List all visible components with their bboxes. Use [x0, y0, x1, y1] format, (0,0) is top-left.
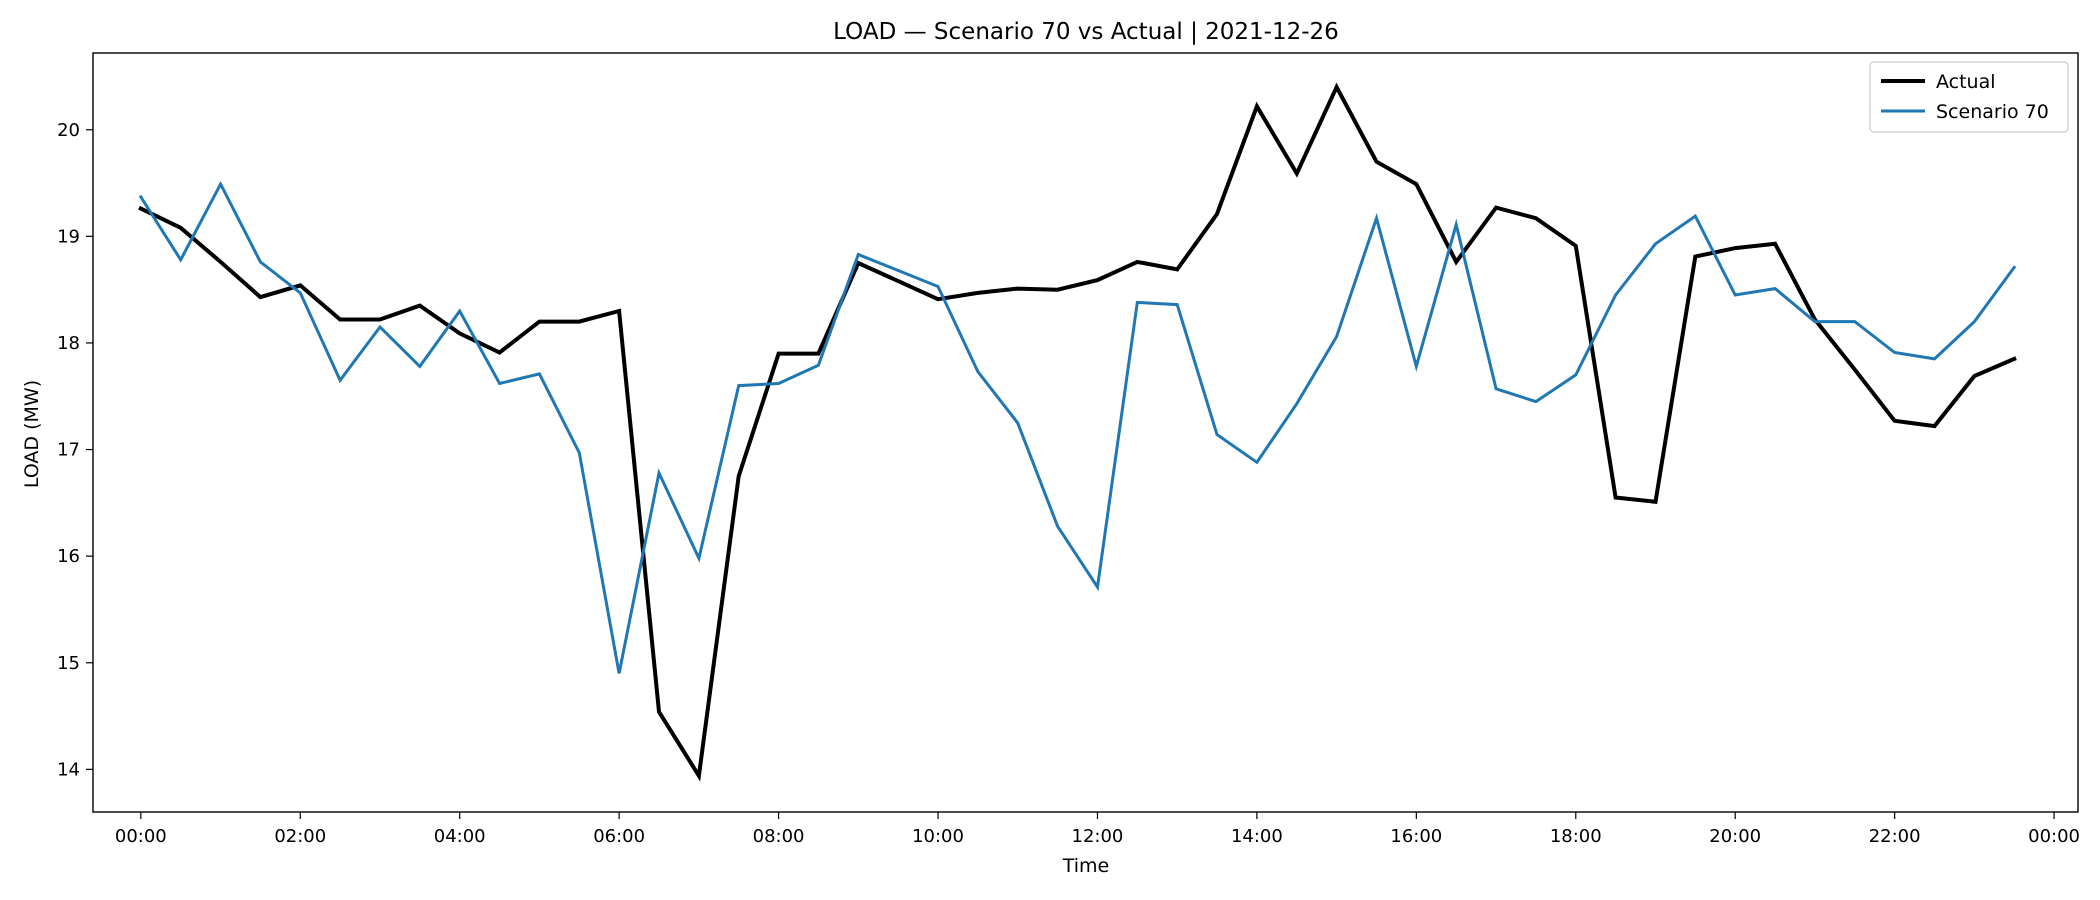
- x-tick-label: 12:00: [1072, 826, 1124, 847]
- legend: Actual Scenario 70: [1869, 61, 2069, 133]
- x-tick-label: 06:00: [593, 826, 645, 847]
- x-tick-label: 00:00: [2028, 826, 2080, 847]
- legend-label-actual: Actual: [1936, 71, 1996, 93]
- x-tick-label: 00:00: [115, 826, 167, 847]
- y-tick-label: 17: [57, 440, 80, 461]
- y-tick-label: 18: [57, 333, 80, 354]
- chart-title: LOAD — Scenario 70 vs Actual | 2021-12-2…: [833, 19, 1339, 45]
- y-tick-label: 14: [57, 759, 80, 780]
- y-axis-title: LOAD (MW): [21, 380, 43, 488]
- x-tick-label: 22:00: [1869, 826, 1921, 847]
- y-tick-label: 20: [57, 120, 80, 141]
- legend-label-scenario: Scenario 70: [1936, 101, 2049, 123]
- x-tick-label: 20:00: [1709, 826, 1761, 847]
- x-tick-label: 14:00: [1231, 826, 1283, 847]
- series-line-scenario-70: [138, 180, 2017, 674]
- series-line-actual: [138, 82, 2017, 782]
- y-tick-label: 19: [57, 226, 80, 247]
- x-tick-label: 16:00: [1390, 826, 1442, 847]
- x-tick-label: 10:00: [912, 826, 964, 847]
- x-tick-label: 02:00: [274, 826, 326, 847]
- y-tick-label: 16: [57, 546, 80, 567]
- plot-frame: [92, 52, 2079, 813]
- x-tick-label: 08:00: [753, 826, 805, 847]
- x-tick-label: 18:00: [1550, 826, 1602, 847]
- y-tick-label: 15: [57, 653, 80, 674]
- x-tick-label: 04:00: [434, 826, 486, 847]
- x-axis-title: Time: [1062, 855, 1110, 877]
- plot-area: 14 15 16 17 18 19 20 00:00 02:00 04:00 06:00 08:00 1…: [57, 52, 2080, 847]
